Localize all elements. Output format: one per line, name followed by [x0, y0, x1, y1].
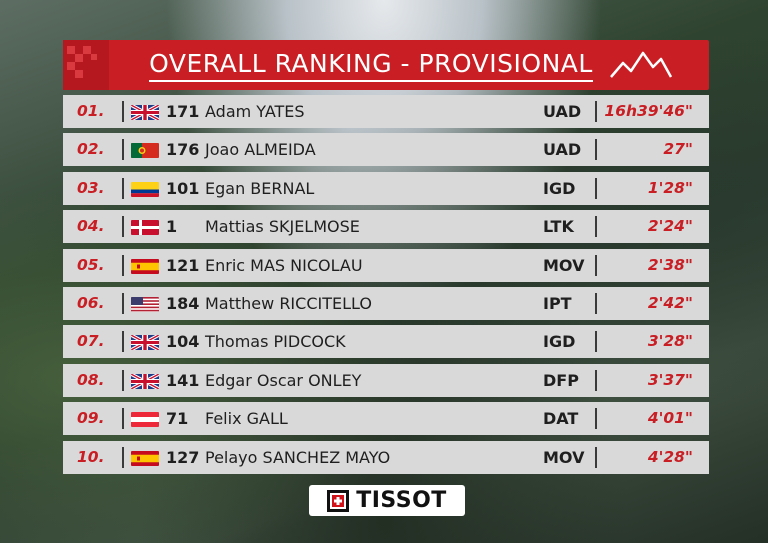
- ranking-row: 05. 121 Enric MAS NICOLAU MOV 2'38": [63, 248, 709, 282]
- rank-position: 01.: [77, 102, 105, 120]
- rider-name: Thomas PIDCOCK: [205, 332, 346, 352]
- rider-name: Egan BERNAL: [205, 178, 315, 198]
- time-gap: 2'24": [647, 217, 693, 236]
- checkered-decoration-icon: [63, 40, 109, 90]
- divider: [595, 216, 597, 238]
- rider-bib-number: 1: [166, 217, 178, 237]
- rank-position: 10.: [77, 447, 105, 466]
- rider-bib-number: 71: [166, 409, 189, 429]
- rider-bib-number: 121: [166, 255, 200, 275]
- team-code: UAD: [543, 140, 582, 160]
- divider: [595, 369, 597, 391]
- time-gap: 4'01": [647, 409, 693, 428]
- time-gap: 1'28": [647, 178, 693, 197]
- divider: [122, 139, 124, 161]
- divider: [122, 408, 124, 430]
- sponsor-logo-box: TISSOT: [309, 485, 465, 516]
- divider: [595, 331, 597, 353]
- rank-position: 04.: [77, 217, 105, 236]
- rank-position: 08.: [77, 370, 105, 389]
- ranking-title: OVERALL RANKING - PROVISIONAL: [149, 49, 593, 82]
- ranking-row: 10. 127 Pelayo SANCHEZ MAYO MOV 4'28": [63, 440, 709, 474]
- rider-bib-number: 176: [166, 140, 200, 160]
- ranking-row: 04. 1 Mattias SKJELMOSE LTK 2'24": [63, 210, 709, 244]
- divider: [595, 292, 597, 314]
- flag-es-icon: [131, 450, 159, 466]
- rider-bib-number: 141: [166, 370, 200, 390]
- divider: [595, 446, 597, 468]
- divider: [595, 101, 597, 122]
- rank-position: 07.: [77, 332, 105, 351]
- rider-name: Matthew RICCITELLO: [205, 293, 372, 313]
- time-gap: 3'37": [647, 370, 693, 389]
- team-code: IPT: [543, 293, 572, 313]
- divider: [595, 254, 597, 276]
- flag-co-icon: [131, 181, 159, 197]
- flag-at-icon: [131, 412, 159, 428]
- rider-name: Joao ALMEIDA: [205, 140, 316, 160]
- time-gap: 27": [663, 140, 693, 159]
- ranking-row: 01. 171 Adam YATES UAD 16h39'46": [63, 95, 709, 128]
- team-code: LTK: [543, 217, 574, 237]
- flag-us-icon: [131, 296, 159, 312]
- rank-position: 06.: [77, 293, 105, 312]
- flag-pt-icon: [131, 143, 159, 159]
- time-gap: 2'38": [647, 255, 693, 274]
- divider: [122, 292, 124, 314]
- rider-name: Adam YATES: [205, 102, 305, 121]
- tissot-cross-logo-icon: [327, 489, 350, 512]
- rider-bib-number: 101: [166, 178, 200, 198]
- ranking-list: 01. 171 Adam YATES UAD 16h39'46" 02. 176 Joao A…: [63, 95, 709, 474]
- divider: [122, 446, 124, 468]
- team-code: DFP: [543, 370, 579, 390]
- team-code: DAT: [543, 409, 579, 429]
- time-gap: 2'42": [647, 293, 693, 312]
- ranking-header: OVERALL RANKING - PROVISIONAL: [63, 40, 709, 90]
- divider: [122, 101, 124, 122]
- sponsor-name: TISSOT: [356, 488, 447, 513]
- rank-position: 09.: [77, 409, 105, 428]
- ranking-board: OVERALL RANKING - PROVISIONAL 01. 171 Adam…: [63, 40, 709, 479]
- time-gap: 16h39'46": [604, 102, 693, 120]
- team-code: IGD: [543, 332, 576, 352]
- divider: [595, 177, 597, 199]
- rider-bib-number: 184: [166, 293, 200, 313]
- flag-gb-icon: [131, 373, 159, 389]
- flag-es-icon: [131, 258, 159, 274]
- mountain-icon: [610, 51, 673, 78]
- ranking-row: 06. 184 Matthew RICCITELLO IPT 2'42": [63, 286, 709, 320]
- time-gap: 3'28": [647, 332, 693, 351]
- ranking-row: 09. 71 Felix GALL DAT 4'01": [63, 402, 709, 436]
- divider: [122, 331, 124, 353]
- rank-position: 02.: [77, 140, 105, 159]
- rider-bib-number: 171: [166, 102, 200, 121]
- team-code: UAD: [543, 102, 582, 121]
- team-code: IGD: [543, 178, 576, 198]
- ranking-row: 07. 104 Thomas PIDCOCK IGD 3'28": [63, 325, 709, 359]
- ranking-row: 02. 176 Joao ALMEIDA UAD 27": [63, 133, 709, 167]
- rider-name: Edgar Oscar ONLEY: [205, 370, 362, 390]
- rider-bib-number: 127: [166, 447, 200, 467]
- divider: [122, 254, 124, 276]
- rider-name: Mattias SKJELMOSE: [205, 217, 360, 237]
- rank-position: 03.: [77, 178, 105, 197]
- flag-gb-icon: [131, 335, 159, 351]
- divider: [595, 139, 597, 161]
- team-code: MOV: [543, 447, 585, 467]
- ranking-row: 03. 101 Egan BERNAL IGD 1'28": [63, 171, 709, 205]
- rank-position: 05.: [77, 255, 105, 274]
- team-code: MOV: [543, 255, 585, 275]
- flag-gb-icon: [131, 105, 159, 120]
- divider: [122, 177, 124, 199]
- ranking-row: 08. 141 Edgar Oscar ONLEY DFP 3'37": [63, 363, 709, 397]
- rider-name: Pelayo SANCHEZ MAYO: [205, 447, 391, 467]
- rider-name: Felix GALL: [205, 409, 288, 429]
- divider: [122, 369, 124, 391]
- time-gap: 4'28": [647, 447, 693, 466]
- rider-name: Enric MAS NICOLAU: [205, 255, 363, 275]
- flag-dk-icon: [131, 220, 159, 236]
- rider-bib-number: 104: [166, 332, 200, 352]
- divider: [122, 216, 124, 238]
- divider: [595, 408, 597, 430]
